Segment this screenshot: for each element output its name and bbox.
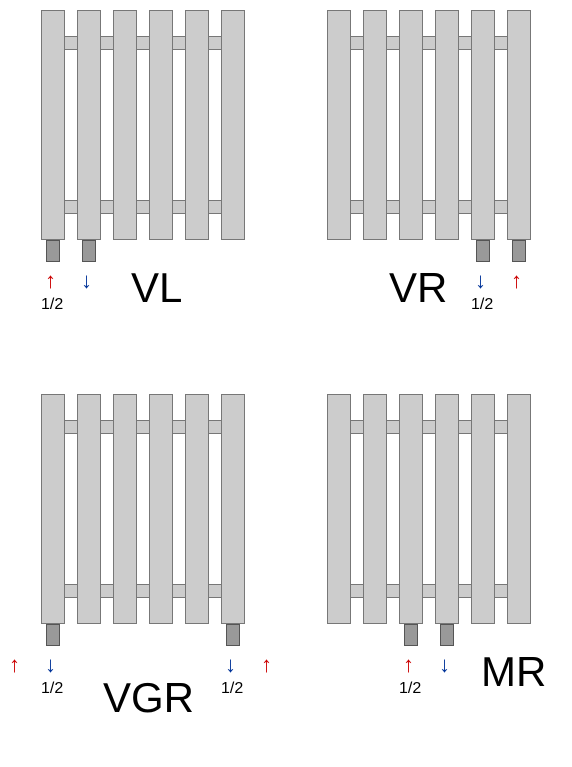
arrow-up-icon: ↑	[261, 654, 272, 676]
tube	[435, 394, 459, 624]
tube	[363, 394, 387, 624]
variant-label: VGR	[103, 674, 194, 722]
variant-label: VR	[389, 264, 447, 312]
tube	[435, 10, 459, 240]
fraction-label: 1/2	[221, 680, 243, 698]
radiator-vr	[327, 10, 531, 240]
diagram-grid: ↑ ↓ 1/2 VL ↓ ↑ 1/2 VR ↑ ↓ ↓ ↑ 1/2 1/2 VGR ↑ ↓ 1/2 MR	[0, 0, 572, 767]
tube	[221, 394, 245, 624]
arrow-up-icon: ↑	[9, 654, 20, 676]
connector	[440, 624, 454, 646]
radiator-mr	[327, 394, 531, 624]
tube	[113, 10, 137, 240]
tube	[221, 10, 245, 240]
tube	[77, 10, 101, 240]
tube	[507, 10, 531, 240]
connector	[46, 624, 60, 646]
crossbar	[327, 200, 531, 214]
variant-label: MR	[481, 648, 546, 696]
tube	[399, 10, 423, 240]
radiator-vgr	[41, 394, 245, 624]
cell-vgr: ↑ ↓ ↓ ↑ 1/2 1/2 VGR	[0, 384, 286, 767]
crossbar	[327, 420, 531, 434]
variant-label: VL	[131, 264, 182, 312]
tube	[327, 10, 351, 240]
crossbar	[327, 36, 531, 50]
tube	[327, 394, 351, 624]
tube	[149, 10, 173, 240]
crossbar	[41, 200, 245, 214]
connector	[46, 240, 60, 262]
radiator-vl	[41, 10, 245, 240]
connector	[404, 624, 418, 646]
arrow-up-icon: ↑	[511, 270, 522, 292]
arrow-down-icon: ↓	[81, 270, 92, 292]
crossbar	[41, 420, 245, 434]
arrow-down-icon: ↓	[475, 270, 486, 292]
fraction-label: 1/2	[41, 296, 63, 314]
tube	[185, 394, 209, 624]
arrow-down-icon: ↓	[439, 654, 450, 676]
arrow-down-icon: ↓	[225, 654, 236, 676]
cell-vr: ↓ ↑ 1/2 VR	[286, 0, 572, 384]
tube	[41, 394, 65, 624]
tube	[471, 394, 495, 624]
crossbar	[41, 584, 245, 598]
tube	[149, 394, 173, 624]
tube	[507, 394, 531, 624]
tube	[363, 10, 387, 240]
cell-mr: ↑ ↓ 1/2 MR	[286, 384, 572, 767]
fraction-label: 1/2	[41, 680, 63, 698]
tube	[77, 394, 101, 624]
tube	[41, 10, 65, 240]
connector	[226, 624, 240, 646]
tube	[471, 10, 495, 240]
connector	[476, 240, 490, 262]
tube	[399, 394, 423, 624]
crossbar	[41, 36, 245, 50]
arrow-up-icon: ↑	[45, 270, 56, 292]
tube	[113, 394, 137, 624]
arrow-down-icon: ↓	[45, 654, 56, 676]
connector	[82, 240, 96, 262]
arrow-up-icon: ↑	[403, 654, 414, 676]
cell-vl: ↑ ↓ 1/2 VL	[0, 0, 286, 384]
fraction-label: 1/2	[399, 680, 421, 698]
connector	[512, 240, 526, 262]
crossbar	[327, 584, 531, 598]
fraction-label: 1/2	[471, 296, 493, 314]
tube	[185, 10, 209, 240]
